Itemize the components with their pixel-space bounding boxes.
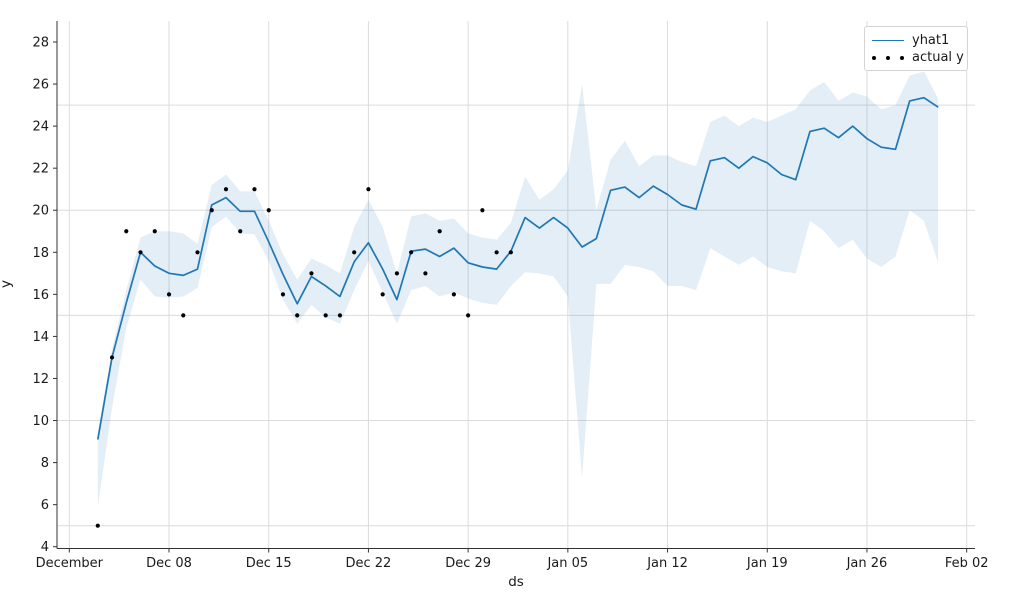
actual-y-point	[394, 271, 400, 276]
y-tick-label: 24	[32, 120, 49, 135]
y-tick-label: 16	[32, 288, 49, 303]
actual-y-dots-swatch	[872, 55, 904, 60]
actual-y-point	[352, 250, 357, 255]
actual-y-point	[95, 523, 100, 528]
actual-y-point	[409, 250, 414, 255]
legend-label-actual-y: actual y	[912, 50, 964, 65]
y-tick-label: 6	[41, 498, 49, 513]
legend: yhat1 actual y	[864, 26, 968, 71]
x-tick-label: Jan 26	[846, 556, 888, 571]
x-tick-label: December	[36, 556, 104, 571]
actual-y-point	[480, 208, 485, 213]
y-tick-label: 28	[32, 36, 49, 51]
dot-marker-icon	[886, 55, 890, 60]
x-tick-label: Dec 15	[246, 556, 292, 571]
y-tick-label: 14	[32, 330, 49, 345]
line-sample-icon	[872, 40, 904, 41]
x-tick-label: Jan 05	[546, 556, 588, 571]
dot-marker-icon	[872, 55, 876, 60]
actual-y-point	[466, 313, 471, 318]
actual-y-point	[166, 292, 172, 297]
actual-y-point	[181, 313, 186, 318]
y-tick-label: 22	[32, 162, 49, 177]
yhat1-line-swatch	[872, 40, 904, 41]
x-tick-label: Dec 22	[346, 556, 392, 571]
x-tick-label: Jan 12	[646, 556, 688, 571]
y-tick-label: 10	[32, 414, 49, 429]
actual-y-point	[109, 355, 115, 360]
y-tick-label: 12	[32, 372, 49, 387]
actual-y-point	[223, 187, 229, 192]
actual-y-point	[323, 313, 328, 318]
x-tick-label: Dec 08	[146, 556, 192, 571]
legend-item-actual-y: actual y	[872, 49, 964, 66]
y-tick-label: 20	[32, 204, 49, 219]
actual-y-point	[266, 208, 271, 213]
yhat1-line	[96, 96, 939, 440]
x-tick-label: Feb 02	[945, 556, 989, 571]
uncertainty-band	[97, 71, 939, 507]
x-tick-label: Jan 19	[746, 556, 788, 571]
y-tick-label: 4	[41, 540, 49, 555]
y-tick-label: 8	[41, 456, 49, 471]
y-tick-label: 18	[32, 246, 49, 261]
actual-y-point	[423, 271, 428, 276]
actual-y-point	[195, 250, 200, 255]
actual-y-point	[252, 187, 257, 192]
actual-y-point	[280, 292, 286, 297]
actual-y-point	[451, 292, 456, 297]
actual-y-point	[138, 250, 143, 255]
legend-label-yhat1: yhat1	[912, 33, 950, 48]
actual-y-point	[494, 250, 499, 255]
actual-y-point	[337, 313, 343, 318]
y-tick-label: 26	[32, 78, 49, 93]
actual-y-point	[380, 292, 385, 297]
actual-y-point	[366, 187, 371, 192]
dot-marker-icon	[900, 55, 904, 60]
actual-y-point	[309, 271, 314, 276]
x-axis-title: ds	[508, 574, 524, 590]
actual-y-point	[437, 229, 442, 234]
x-tick-label: Dec 29	[445, 556, 491, 571]
actual-y-point	[152, 229, 157, 234]
legend-item-yhat1: yhat1	[872, 32, 959, 49]
actual-y-point	[124, 229, 129, 234]
actual-y-point	[295, 313, 300, 318]
actual-y-point	[508, 250, 513, 255]
actual-y-point	[209, 208, 214, 213]
y-axis-title: y	[0, 254, 14, 314]
actual-y-point	[238, 229, 243, 234]
